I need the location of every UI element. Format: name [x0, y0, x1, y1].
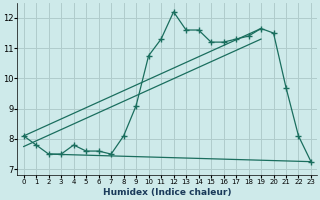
X-axis label: Humidex (Indice chaleur): Humidex (Indice chaleur): [103, 188, 232, 197]
